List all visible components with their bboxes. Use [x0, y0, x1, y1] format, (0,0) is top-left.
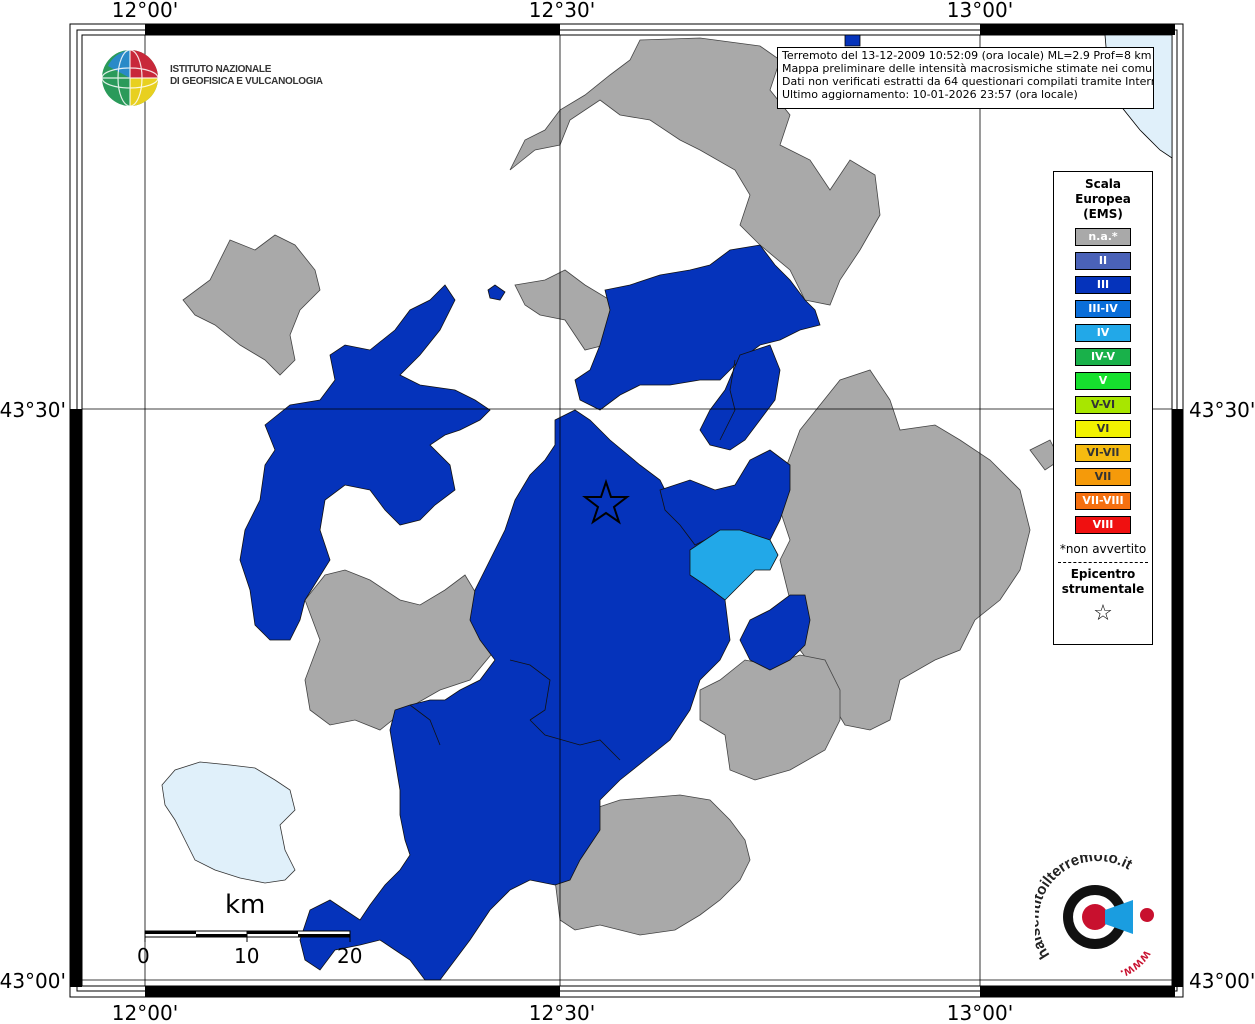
- event-info-line1: Terremoto del 13-12-2009 10:52:09 (ora l…: [782, 49, 1152, 62]
- lat-label-43-00-left: 43°00': [0, 969, 66, 993]
- ingv-globe-icon: [101, 49, 159, 107]
- lat-label-43-00-right: 43°00': [1189, 969, 1255, 993]
- ems-legend: Scala Europea (EMS) n.a.* II III III-IV IV IV…: [1053, 171, 1153, 645]
- legend-item-9: VI-VII: [1075, 444, 1131, 462]
- legend-item-4: IV: [1075, 324, 1131, 342]
- legend-title-line3: (EMS): [1083, 207, 1123, 221]
- legend-item-10: VII: [1075, 468, 1131, 486]
- scale-bar-unit: km: [225, 890, 266, 920]
- legend-note: *non avvertito: [1059, 542, 1147, 556]
- legend-item-0: n.a.*: [1075, 228, 1131, 246]
- legend-item-8: VI: [1075, 420, 1131, 438]
- legend-item-11: VII-VIII: [1075, 492, 1131, 510]
- lon-label-12-00-top: 12°00': [112, 0, 178, 22]
- intensity-iii-areas: [239, 244, 821, 981]
- hsi-logo-www: www.: [1119, 947, 1156, 982]
- ingv-logo-line2: DI GEOFISICA E VULCANOLOGIA: [170, 76, 323, 87]
- lon-label-12-00-bottom: 12°00': [112, 1001, 178, 1024]
- ingv-logo: ISTITUTO NAZIONALE DI GEOFISICA E VULCAN…: [100, 48, 323, 108]
- legend-star-icon: ☆: [1093, 601, 1113, 626]
- lon-label-13-00-top: 13°00': [947, 0, 1013, 22]
- hsi-logo: haisentitoilterremoto.it www.: [1025, 848, 1165, 985]
- legend-title-line2: Europea: [1075, 192, 1131, 206]
- legend-epicenter-line1: Epicentro: [1070, 567, 1136, 581]
- legend-item-6: V: [1075, 372, 1131, 390]
- ingv-logo-line1: ISTITUTO NAZIONALE: [170, 64, 272, 75]
- legend-separator: [1058, 562, 1148, 563]
- lat-label-43-30-left: 43°30': [0, 398, 66, 422]
- event-info-line4: Ultimo aggiornamento: 10-01-2026 23:57 (…: [782, 88, 1078, 101]
- scale-bar: km 0 10 20: [137, 890, 363, 970]
- scale-bar-tick-20: 20: [337, 944, 363, 968]
- scale-bar-graphic: [144, 930, 351, 942]
- legend-item-5: IV-V: [1075, 348, 1131, 366]
- graticule: [82, 35, 1172, 986]
- legend-item-2: III: [1075, 276, 1131, 294]
- lon-label-12-30-top: 12°30': [529, 0, 595, 22]
- scale-bar-tick-10: 10: [234, 944, 260, 968]
- lon-label-12-30-bottom: 12°30': [529, 1001, 595, 1024]
- svg-text:www.: www.: [1119, 947, 1156, 982]
- intensity-iv-area: [689, 529, 779, 601]
- legend-item-1: II: [1075, 252, 1131, 270]
- scale-bar-tick-0: 0: [137, 944, 150, 968]
- legend-item-7: V-VI: [1075, 396, 1131, 414]
- not-felt-areas: [182, 37, 1061, 936]
- lon-label-13-00-bottom: 13°00': [947, 1001, 1013, 1024]
- legend-item-12: VIII: [1075, 516, 1131, 534]
- legend-title-line1: Scala: [1084, 177, 1122, 191]
- epicenter-star: [582, 478, 630, 525]
- lake: [161, 761, 296, 884]
- event-info-line2: Mappa preliminare delle intensità macros…: [782, 62, 1154, 75]
- hsi-target-icon: haisentitoilterremoto.it www.: [1025, 848, 1156, 982]
- lat-label-43-30-right: 43°30': [1189, 398, 1255, 422]
- legend-items: n.a.* II III III-IV IV IV-V V V-VI VI VI-VII VII VI…: [1054, 228, 1152, 534]
- event-info-line3: Dati non verificati estratti da 64 quest…: [782, 75, 1154, 88]
- legend-epicenter-line2: strumentale: [1061, 582, 1145, 596]
- legend-item-3: III-IV: [1075, 300, 1131, 318]
- event-info-box: Terremoto del 13-12-2009 10:52:09 (ora l…: [777, 47, 1154, 109]
